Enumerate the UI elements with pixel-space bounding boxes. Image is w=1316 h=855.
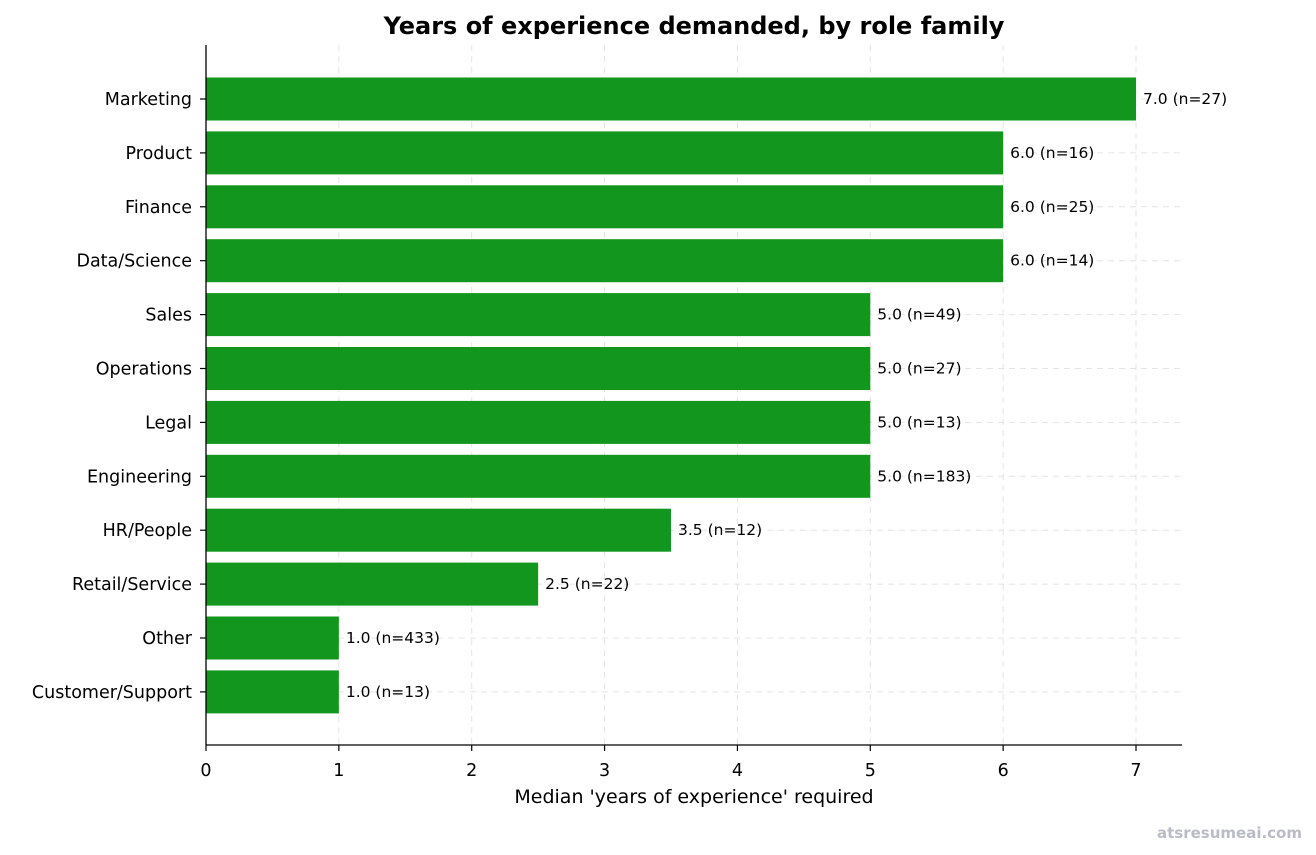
bar bbox=[206, 454, 871, 498]
bar bbox=[206, 508, 671, 552]
x-tick-label: 3 bbox=[599, 761, 610, 781]
bar bbox=[206, 131, 1004, 175]
y-tick-label: Marketing bbox=[105, 90, 192, 110]
watermark: atsresumeai.com bbox=[1157, 824, 1302, 842]
y-tick-label: Engineering bbox=[87, 467, 192, 487]
x-tick-label: 1 bbox=[333, 761, 344, 781]
y-axis-ticks: Marketing Product Finance Data/Science Sales… bbox=[32, 90, 206, 703]
x-tick-label: 5 bbox=[865, 761, 876, 781]
bars bbox=[206, 77, 1136, 714]
data-label: 5.0 (n=49) bbox=[877, 306, 961, 324]
y-tick-label: Data/Science bbox=[76, 252, 192, 272]
chart-title: Years of experience demanded, by role fa… bbox=[383, 12, 1005, 40]
bar bbox=[206, 77, 1136, 121]
x-tick-label: 6 bbox=[998, 761, 1009, 781]
bar bbox=[206, 616, 339, 660]
data-label: 1.0 (n=13) bbox=[346, 683, 430, 701]
bar bbox=[206, 347, 871, 390]
x-axis-ticks: 0 1 2 3 4 5 6 7 bbox=[200, 745, 1142, 781]
data-label: 7.0 (n=27) bbox=[1143, 90, 1227, 108]
y-tick-label: Retail/Service bbox=[72, 575, 192, 595]
x-tick-label: 0 bbox=[200, 761, 211, 781]
y-tick-label: Finance bbox=[125, 198, 192, 218]
y-tick-label: Legal bbox=[145, 413, 192, 433]
bar bbox=[206, 185, 1004, 229]
y-tick-label: Other bbox=[142, 629, 192, 649]
data-label: 6.0 (n=14) bbox=[1010, 252, 1094, 270]
data-label: 6.0 (n=16) bbox=[1010, 144, 1094, 162]
x-tick-label: 7 bbox=[1130, 761, 1141, 781]
data-label: 3.5 (n=12) bbox=[678, 521, 762, 539]
x-tick-label: 4 bbox=[732, 761, 743, 781]
x-tick-label: 2 bbox=[466, 761, 477, 781]
y-tick-label: HR/People bbox=[103, 521, 192, 541]
y-tick-label: Customer/Support bbox=[32, 683, 192, 703]
data-label: 5.0 (n=183) bbox=[877, 467, 971, 485]
bar bbox=[206, 293, 871, 337]
x-axis-label: Median 'years of experience' required bbox=[514, 786, 873, 808]
data-label: 5.0 (n=13) bbox=[877, 413, 961, 431]
data-label: 2.5 (n=22) bbox=[545, 575, 629, 593]
data-label: 5.0 (n=27) bbox=[877, 360, 961, 378]
y-tick-label: Sales bbox=[145, 306, 192, 326]
data-labels: 7.0 (n=27) 6.0 (n=16) 6.0 (n=25) 6.0 (n=14)… bbox=[346, 90, 1227, 701]
bar bbox=[206, 239, 1004, 283]
bar bbox=[206, 670, 339, 714]
data-label: 1.0 (n=433) bbox=[346, 629, 440, 647]
data-label: 6.0 (n=25) bbox=[1010, 198, 1094, 216]
y-tick-label: Product bbox=[126, 144, 193, 164]
bar bbox=[206, 400, 871, 444]
y-tick-label: Operations bbox=[96, 360, 192, 380]
bar bbox=[206, 562, 539, 606]
